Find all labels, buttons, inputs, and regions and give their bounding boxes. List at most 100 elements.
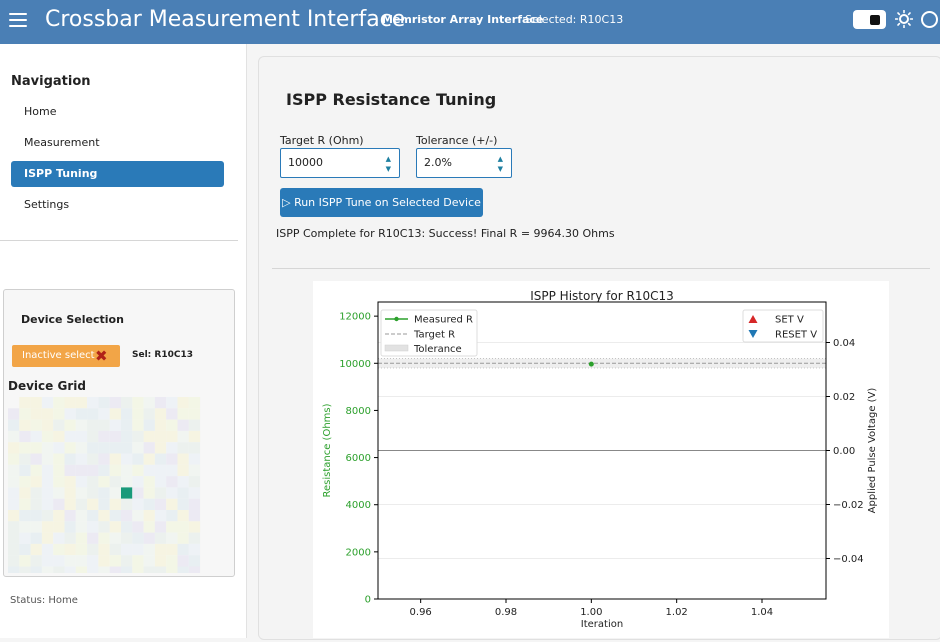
device-cell xyxy=(188,442,201,454)
device-cell xyxy=(98,430,110,443)
device-cell xyxy=(98,397,110,409)
device-cell xyxy=(177,510,189,522)
device-cell xyxy=(166,532,178,544)
device-cell xyxy=(121,555,133,567)
device-cell xyxy=(75,532,88,544)
device-cell xyxy=(53,487,65,499)
device-cell xyxy=(64,510,76,522)
device-cell xyxy=(75,487,88,499)
device-cell xyxy=(121,543,133,556)
tolerance-stepper-icon[interactable]: ▲ ▼ xyxy=(497,155,503,173)
device-cell xyxy=(166,487,178,499)
device-cell xyxy=(109,397,121,409)
device-cell xyxy=(109,442,121,454)
device-cell xyxy=(64,476,76,488)
chart-title: ISPP History for R10C13 xyxy=(530,289,674,303)
device-cell xyxy=(87,453,99,465)
device-cell xyxy=(19,430,31,443)
y2-tick-label: −0.02 xyxy=(833,500,864,511)
device-cell xyxy=(132,487,144,499)
header-selected-device: Selected: R10C13 xyxy=(525,13,624,26)
device-cell xyxy=(41,453,54,465)
device-cell xyxy=(121,532,133,544)
device-cell xyxy=(30,419,42,431)
device-cell xyxy=(154,543,167,556)
device-cell xyxy=(87,464,99,477)
device-cell xyxy=(143,419,155,431)
device-cell xyxy=(19,487,31,499)
device-cell xyxy=(19,566,31,573)
legend-measured-label: Measured R xyxy=(414,315,473,326)
sidebar-item-measurement[interactable]: Measurement xyxy=(24,136,100,149)
device-cell xyxy=(64,487,76,499)
device-cell xyxy=(87,430,99,443)
device-cell xyxy=(109,487,121,499)
device-cell xyxy=(154,566,167,573)
device-cell xyxy=(132,566,144,573)
device-cell xyxy=(41,566,54,573)
device-cell xyxy=(53,442,65,454)
device-cell xyxy=(143,476,155,488)
sidebar-item-home[interactable]: Home xyxy=(24,105,57,118)
device-cell xyxy=(121,453,133,465)
device-cell xyxy=(166,464,178,477)
device-grid[interactable] xyxy=(8,397,208,573)
device-cell xyxy=(132,521,144,533)
inactive-select-button[interactable]: Inactive select ✖ xyxy=(12,345,120,367)
sidebar-item-settings[interactable]: Settings xyxy=(24,198,70,211)
target-r-stepper-icon[interactable]: ▲ ▼ xyxy=(385,155,391,173)
device-cell xyxy=(41,408,54,420)
settings-circle-icon[interactable] xyxy=(921,11,938,28)
device-cell xyxy=(87,476,99,488)
device-cell xyxy=(8,555,20,567)
sidebar-item-ispp-tuning[interactable]: ISPP Tuning xyxy=(11,161,224,187)
device-cell xyxy=(53,397,65,409)
sun-icon[interactable] xyxy=(895,10,913,28)
device-cell xyxy=(64,397,76,409)
device-cell xyxy=(188,498,201,510)
device-cell xyxy=(143,510,155,522)
device-cell xyxy=(143,453,155,465)
device-cell xyxy=(154,397,167,409)
device-cell xyxy=(177,543,189,556)
device-cell xyxy=(30,487,42,499)
device-cell xyxy=(98,543,110,556)
run-ispp-button[interactable]: ▷ Run ISPP Tune on Selected Device xyxy=(280,188,483,217)
device-cell xyxy=(177,487,189,499)
device-cell xyxy=(132,464,144,477)
target-r-input[interactable]: 10000 ▲ ▼ xyxy=(280,148,400,178)
x-tick-label: 0.98 xyxy=(495,607,517,618)
device-cell xyxy=(166,555,178,567)
theme-toggle[interactable] xyxy=(853,10,886,29)
header-subtitle: Memristor Array Interface xyxy=(382,13,544,26)
device-cell xyxy=(8,487,20,499)
device-cell xyxy=(8,566,20,573)
device-cell xyxy=(132,453,144,465)
device-cell xyxy=(132,476,144,488)
device-cell xyxy=(53,543,65,556)
device-cell xyxy=(166,442,178,454)
device-cell xyxy=(154,555,167,567)
device-cell xyxy=(188,555,201,567)
x-tick-label: 0.96 xyxy=(410,607,432,618)
tolerance-input[interactable]: 2.0% ▲ ▼ xyxy=(416,148,512,178)
device-cell xyxy=(30,430,42,443)
device-cell xyxy=(109,555,121,567)
device-cell xyxy=(109,464,121,477)
y-tick-label: 10000 xyxy=(339,359,371,370)
device-cell xyxy=(8,510,20,522)
device-cell xyxy=(8,476,20,488)
device-cell xyxy=(109,430,121,443)
app-header: Crossbar Measurement Interface Memristor… xyxy=(0,0,940,44)
device-cell xyxy=(98,442,110,454)
device-cell xyxy=(64,566,76,573)
device-cell xyxy=(166,543,178,556)
device-cell xyxy=(41,487,54,499)
device-cell xyxy=(177,555,189,567)
device-cell xyxy=(19,543,31,556)
device-cell xyxy=(143,430,155,443)
device-cell xyxy=(166,510,178,522)
device-cell xyxy=(41,464,54,477)
menu-icon[interactable] xyxy=(9,13,27,27)
device-cell xyxy=(41,419,54,431)
